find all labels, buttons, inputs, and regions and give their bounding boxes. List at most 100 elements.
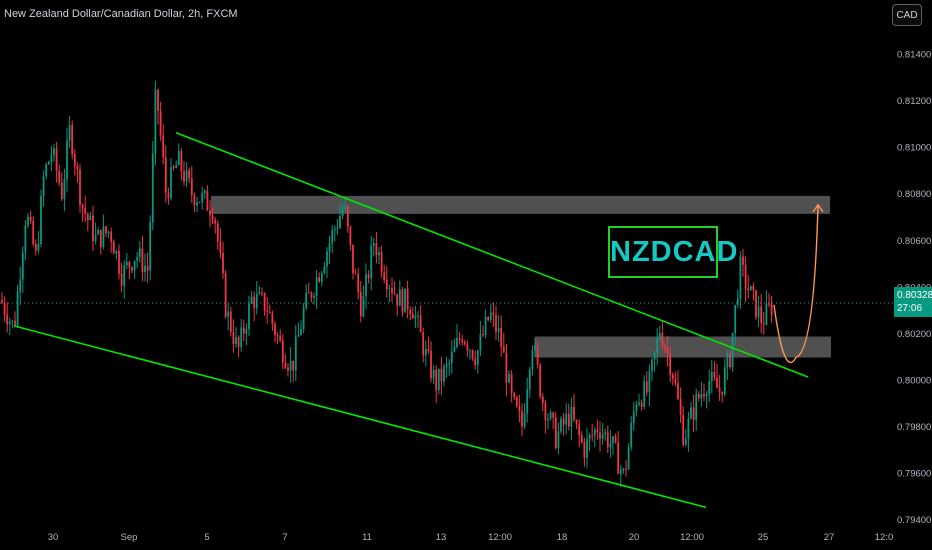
candle-body-259 bbox=[674, 378, 677, 384]
x-tick-label-9: 12:00 bbox=[680, 532, 704, 543]
candle-body-32 bbox=[84, 207, 87, 214]
candle-body-77 bbox=[201, 192, 204, 202]
candle-body-37 bbox=[97, 229, 100, 235]
candle-body-112 bbox=[292, 360, 295, 371]
candle-body-108 bbox=[281, 340, 284, 363]
candle-body-280 bbox=[729, 353, 731, 368]
candle-body-121 bbox=[315, 277, 318, 296]
candle-body-288 bbox=[749, 285, 752, 291]
nzdcad-label: NZDCAD bbox=[608, 226, 737, 278]
candle-body-79 bbox=[206, 190, 209, 211]
candle-body-170 bbox=[443, 366, 445, 382]
candle-body-13 bbox=[34, 244, 37, 251]
candle-body-295 bbox=[768, 303, 770, 305]
candle-body-43 bbox=[112, 241, 115, 254]
x-tick-label-4: 11 bbox=[362, 532, 372, 543]
candle-body-27 bbox=[71, 125, 74, 155]
candle-body-250 bbox=[651, 359, 653, 372]
candle-body-276 bbox=[718, 387, 721, 392]
candles bbox=[1, 80, 773, 488]
candle-body-272 bbox=[708, 381, 711, 395]
candle-body-139 bbox=[362, 296, 365, 317]
candle-body-211 bbox=[549, 412, 552, 419]
candle-body-34 bbox=[89, 215, 92, 221]
candle-body-209 bbox=[544, 402, 547, 421]
candle-body-175 bbox=[456, 337, 458, 348]
candle-body-42 bbox=[110, 231, 113, 242]
candle-body-251 bbox=[653, 352, 656, 360]
candle-body-67 bbox=[175, 164, 178, 169]
candle-body-120 bbox=[313, 295, 315, 298]
currency-button[interactable]: CAD bbox=[892, 4, 922, 26]
projection-arrowhead bbox=[812, 203, 824, 213]
candle-body-63 bbox=[164, 157, 167, 193]
candle-body-28 bbox=[73, 154, 76, 167]
candle-body-25 bbox=[66, 140, 68, 180]
candle-body-151 bbox=[393, 292, 396, 295]
candle-body-228 bbox=[593, 429, 596, 436]
candle-body-212 bbox=[552, 412, 555, 418]
candle-body-227 bbox=[591, 434, 594, 436]
candle-body-152 bbox=[396, 294, 399, 306]
candle-body-73 bbox=[190, 178, 193, 195]
candle-body-8 bbox=[21, 252, 24, 280]
x-axis: 30 Sep 5 7 11 13 12:00 18 20 12:00 25 27 12:0 bbox=[48, 532, 894, 543]
candle-body-82 bbox=[214, 220, 217, 224]
candle-body-196 bbox=[510, 373, 513, 394]
candle-body-127 bbox=[331, 230, 334, 243]
candle-body-29 bbox=[76, 166, 79, 170]
candle-body-154 bbox=[401, 289, 404, 313]
candle-body-193 bbox=[502, 346, 505, 353]
candle-body-49 bbox=[128, 261, 131, 268]
candle-body-11 bbox=[29, 216, 32, 221]
candle-body-94 bbox=[245, 328, 248, 334]
candle-body-160 bbox=[417, 315, 419, 317]
candle-body-23 bbox=[60, 182, 63, 200]
candle-body-163 bbox=[424, 348, 427, 356]
candle-body-2 bbox=[6, 314, 9, 325]
candle-body-229 bbox=[596, 429, 599, 433]
candle-body-166 bbox=[432, 369, 435, 379]
candle-body-133 bbox=[346, 206, 349, 227]
candle-body-290 bbox=[755, 290, 757, 318]
candle-body-260 bbox=[677, 383, 679, 399]
y-tick-label-6: 0.80200 bbox=[897, 329, 931, 340]
candle-body-279 bbox=[726, 353, 729, 368]
candle-body-187 bbox=[487, 316, 490, 321]
candle-body-83 bbox=[216, 223, 219, 242]
candle-body-191 bbox=[497, 327, 500, 332]
candle-body-286 bbox=[744, 264, 747, 289]
candle-body-296 bbox=[770, 304, 773, 316]
candle-body-99 bbox=[258, 292, 261, 294]
last-price-tag: 0.80328 27:06 bbox=[894, 287, 932, 317]
x-tick-label-6: 12:00 bbox=[488, 532, 512, 543]
candle-body-118 bbox=[307, 292, 310, 294]
candle-body-142 bbox=[370, 245, 373, 279]
candle-body-221 bbox=[575, 419, 578, 425]
projection-arrow bbox=[773, 203, 824, 364]
candle-body-26 bbox=[68, 125, 71, 141]
candle-body-30 bbox=[79, 169, 81, 205]
candle-body-287 bbox=[747, 288, 750, 291]
candle-body-40 bbox=[105, 226, 107, 234]
candle-body-258 bbox=[671, 374, 674, 379]
candle-body-48 bbox=[125, 261, 128, 266]
candle-body-244 bbox=[635, 404, 638, 412]
candle-body-155 bbox=[404, 288, 406, 313]
x-tick-label-2: 5 bbox=[204, 532, 209, 543]
candle-body-117 bbox=[305, 292, 308, 309]
candle-body-239 bbox=[622, 468, 625, 470]
candle-body-109 bbox=[284, 362, 287, 368]
candle-body-217 bbox=[565, 413, 568, 425]
candle-body-197 bbox=[513, 393, 516, 398]
candle-body-268 bbox=[697, 393, 700, 399]
candle-body-6 bbox=[16, 291, 19, 326]
y-tick-label-10: 0.79400 bbox=[897, 515, 931, 526]
candle-body-71 bbox=[185, 170, 188, 182]
bar-countdown: 27:06 bbox=[897, 303, 923, 314]
candle-body-125 bbox=[326, 251, 328, 267]
candle-body-214 bbox=[557, 431, 560, 449]
candle-body-50 bbox=[131, 267, 133, 271]
candle-body-202 bbox=[526, 389, 529, 414]
